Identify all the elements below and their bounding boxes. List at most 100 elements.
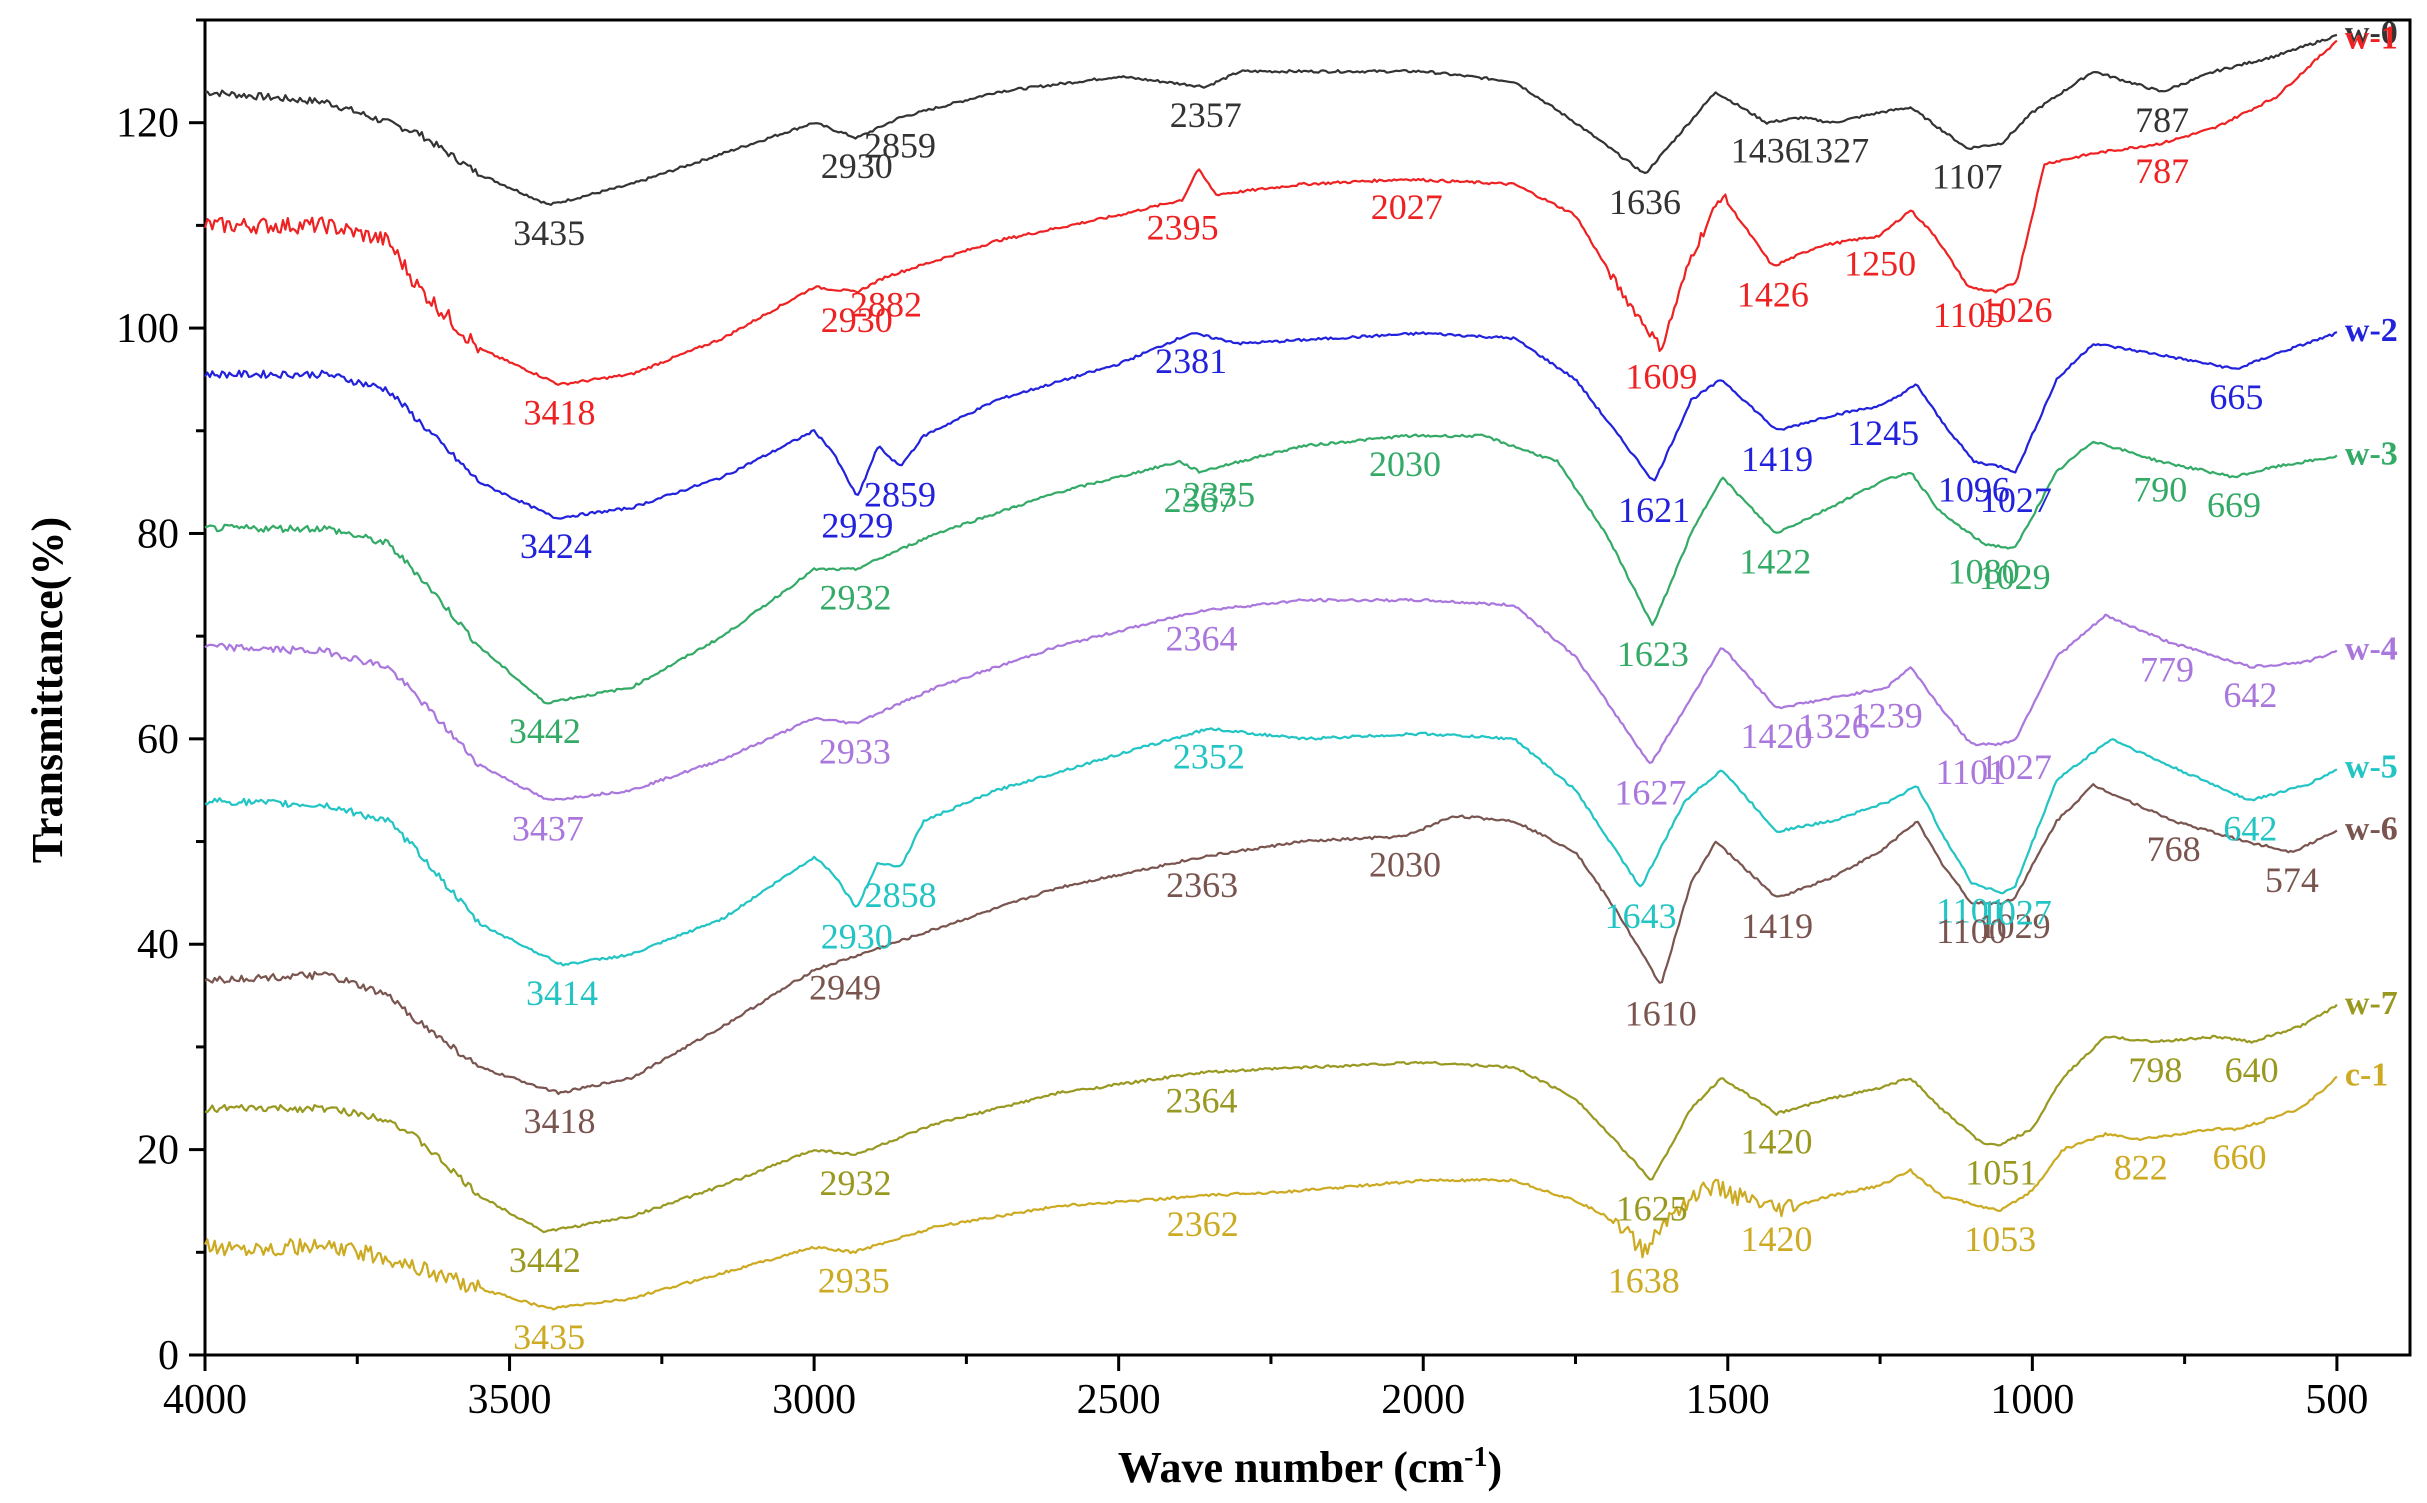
peak-label: 2395	[1147, 208, 1219, 248]
peak-label: 660	[2212, 1137, 2266, 1177]
y-tick-label: 0	[158, 1333, 179, 1379]
series-label-w-4: w-4	[2345, 631, 2398, 668]
x-tick-label: 1000	[1990, 1377, 2074, 1423]
peak-label: 1027	[1980, 480, 2052, 520]
peak-label: 1250	[1844, 244, 1916, 284]
peak-label: 1419	[1741, 906, 1813, 946]
peak-label: 669	[2207, 485, 2261, 525]
peak-label: 1239	[1851, 696, 1923, 736]
peak-label: 2859	[864, 475, 936, 515]
peak-label: 1426	[1737, 274, 1809, 314]
series-label-w-6: w-6	[2345, 810, 2398, 847]
peak-label: 3435	[513, 213, 585, 253]
peak-label: 1636	[1609, 182, 1681, 222]
peak-label: 2882	[850, 285, 922, 325]
series-layer	[203, 33, 2338, 1311]
peak-label: 1101	[1935, 752, 2006, 792]
x-tick-label: 500	[2305, 1377, 2368, 1423]
peak-label: 1420	[1741, 1122, 1813, 1162]
peak-label: 1051	[1965, 1152, 2037, 1192]
peak-label: 642	[2223, 675, 2277, 715]
peak-label: 1638	[1608, 1260, 1680, 1300]
y-tick-label: 80	[137, 511, 179, 557]
peak-label: 2929	[821, 506, 893, 546]
series-label-w-0: w-0	[2345, 14, 2398, 51]
y-tick-label: 20	[137, 1128, 179, 1174]
peak-label: 3418	[524, 1101, 596, 1141]
peak-label: 2367	[1164, 480, 1236, 520]
peak-label: 2859	[864, 126, 936, 166]
peak-label: 2858	[865, 875, 937, 915]
x-tick-label: 3500	[468, 1377, 552, 1423]
peak-label: 2949	[809, 968, 881, 1008]
x-tick-label: 2000	[1381, 1377, 1465, 1423]
x-tick-label: 3000	[772, 1377, 856, 1423]
peak-label: 1623	[1617, 634, 1689, 674]
peak-label: 2930	[821, 146, 893, 186]
x-tick-label: 4000	[163, 1377, 247, 1423]
peak-label: 768	[2147, 829, 2201, 869]
peak-label: 2357	[1170, 95, 1242, 135]
series-label-w-5: w-5	[2345, 749, 2398, 786]
peak-label: 1107	[1932, 156, 2003, 196]
plot-frame	[203, 18, 2412, 1357]
peak-label: 3442	[509, 1240, 581, 1280]
peak-label: 640	[2225, 1050, 2279, 1090]
peak-label: 2932	[820, 1163, 892, 1203]
series-line-w-1	[203, 39, 2338, 386]
peak-label: 2930	[821, 300, 893, 340]
peak-label: 3442	[509, 711, 581, 751]
peak-label: 1326	[1798, 706, 1870, 746]
peak-label: 3414	[526, 973, 598, 1013]
peak-label: 1027	[1980, 893, 2052, 933]
peak-label: 1420	[1741, 1219, 1813, 1259]
peak-label: 3437	[512, 808, 584, 848]
peak-label: 1610	[1625, 993, 1697, 1033]
peak-label: 1027	[1980, 747, 2052, 787]
peak-label: 1422	[1739, 541, 1811, 581]
peak-label: 1029	[1979, 906, 2051, 946]
peak-label: 1053	[1964, 1219, 2036, 1259]
series-line-w-6	[204, 783, 2338, 1096]
peak-label: 2030	[1369, 444, 1441, 484]
y-tick-label: 40	[137, 922, 179, 968]
peak-label: 2335	[1183, 475, 1255, 515]
peak-label: 2363	[1166, 865, 1238, 905]
peak-labels: w-034352930285923571636143613271107787w-…	[509, 14, 2398, 1356]
series-line-w-2	[204, 331, 2338, 520]
peak-label: 1245	[1847, 413, 1919, 453]
peak-label: 665	[2209, 377, 2263, 417]
peak-label: 1029	[1979, 557, 2051, 597]
peak-label: 2352	[1173, 737, 1245, 777]
y-tick-label: 60	[137, 717, 179, 763]
series-line-c-1	[204, 1075, 2338, 1311]
peak-label: 2027	[1371, 187, 1443, 227]
peak-label: 1100	[1936, 911, 2007, 951]
peak-label: 642	[2223, 808, 2277, 848]
peak-label: 2364	[1166, 618, 1238, 658]
peak-label: 1096	[1938, 470, 2010, 510]
peak-label: 1627	[1614, 773, 1686, 813]
x-tick-label: 1500	[1686, 1377, 1770, 1423]
series-line-w-5	[204, 727, 2338, 967]
peak-label: 3418	[524, 393, 596, 433]
peak-label: 822	[2114, 1147, 2168, 1187]
peak-label: 790	[2133, 470, 2187, 510]
series-label-w-3: w-3	[2345, 435, 2398, 472]
series-label-w-2: w-2	[2345, 312, 2398, 349]
peak-label: 2381	[1155, 341, 1227, 381]
peak-label: 2362	[1167, 1204, 1239, 1244]
y-tick-label: 120	[116, 101, 179, 147]
x-axis-title: Wave number (cm-1)	[1118, 1442, 1502, 1492]
peak-label: 1420	[1741, 716, 1813, 756]
peak-label: 2364	[1166, 1081, 1238, 1121]
series-line-w-7	[204, 1003, 2338, 1234]
x-tick-label: 2500	[1077, 1377, 1161, 1423]
peak-label: 1080	[1948, 552, 2020, 592]
peak-label: 3435	[513, 1317, 585, 1357]
peak-label: 1105	[1933, 295, 2004, 335]
peak-label: 2935	[818, 1260, 890, 1300]
series-line-w-4	[204, 597, 2338, 802]
axes: 4000 3500 3000 2500 2000 1500 1000 500 0 20 40 60 80…	[116, 18, 2412, 1423]
